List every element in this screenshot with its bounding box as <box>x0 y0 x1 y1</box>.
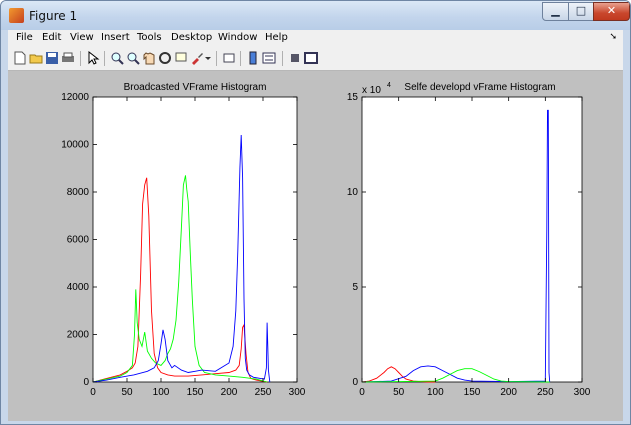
link-icon[interactable] <box>222 51 236 65</box>
x-tick-label: 50 <box>393 387 405 398</box>
hide-plot-tools-icon[interactable] <box>288 51 302 65</box>
zoom-in-icon[interactable] <box>110 51 124 65</box>
axes-title: Broadcasted VFrame Histogram <box>124 82 267 93</box>
y-tick-label: 6000 <box>67 235 90 246</box>
minimize-button[interactable]: ▁ <box>542 2 569 21</box>
menu-help[interactable]: Help <box>265 32 288 43</box>
data-cursor-icon[interactable] <box>174 51 188 65</box>
menu-desktop[interactable]: Desktop <box>171 32 213 43</box>
toolbar-separator <box>282 51 283 66</box>
axis-multiplier: x 10 <box>362 85 381 96</box>
axes-left[interactable]: 0 50 100 150 200 250 300 0 2000 4000 6000 8000 10000… <box>61 82 306 398</box>
menu-view[interactable]: View <box>70 32 94 43</box>
x-tick-label: 100 <box>153 387 170 398</box>
close-button[interactable]: ✕ <box>593 2 630 21</box>
y-tick-label: 10 <box>347 187 359 198</box>
series-line-blue <box>92 134 271 383</box>
show-plot-tools-icon[interactable] <box>304 51 318 65</box>
figure-canvas: 0 50 100 150 200 250 300 0 2000 4000 6000 8000 10000… <box>8 71 623 421</box>
x-tick-label: 150 <box>464 387 481 398</box>
open-file-icon[interactable] <box>29 51 43 65</box>
series-line-green <box>92 175 268 383</box>
series-line-green <box>361 368 550 383</box>
y-tick-label: 4000 <box>67 282 90 293</box>
title-bar[interactable]: Figure 1 ▁ □ ✕ <box>1 1 630 30</box>
x-tick-label: 300 <box>289 387 306 398</box>
x-tick-label: 150 <box>187 387 204 398</box>
y-tick-label: 15 <box>347 92 359 103</box>
toolbar-separator <box>80 51 81 66</box>
new-figure-icon[interactable] <box>13 51 27 65</box>
brush-dropdown-icon[interactable] <box>204 51 212 65</box>
x-tick-label: 0 <box>359 387 365 398</box>
menu-file[interactable]: File <box>16 32 33 43</box>
pointer-icon[interactable] <box>86 51 100 65</box>
menu-tools[interactable]: Tools <box>137 32 162 43</box>
maximize-icon: □ <box>575 4 587 17</box>
axes-right[interactable]: 0 50 100 150 200 250 300 0 5 10 15 Selfe developd v… <box>347 82 591 398</box>
y-tick-label: 2000 <box>67 330 90 341</box>
y-tick-label: 5 <box>352 282 358 293</box>
pan-icon[interactable] <box>142 51 156 65</box>
x-tick-label: 100 <box>427 387 444 398</box>
zoom-out-icon[interactable] <box>126 51 140 65</box>
y-tick-label: 0 <box>352 377 358 388</box>
brush-icon[interactable] <box>190 51 204 65</box>
y-tick-label: 10000 <box>61 140 89 151</box>
colorbar-icon[interactable] <box>246 51 260 65</box>
y-tick-label: 8000 <box>67 187 90 198</box>
x-tick-label: 300 <box>574 387 591 398</box>
axes-title: Selfe developd vFrame Histogram <box>404 82 555 93</box>
menu-insert[interactable]: Insert <box>101 32 130 43</box>
toolbar-separator <box>240 51 241 66</box>
x-tick-label: 0 <box>90 387 96 398</box>
menu-window[interactable]: Window <box>218 32 258 43</box>
menu-edit[interactable]: Edit <box>42 32 62 43</box>
matlab-icon <box>9 8 24 23</box>
maximize-button[interactable]: □ <box>568 2 594 21</box>
minimize-icon: ▁ <box>551 4 560 17</box>
x-tick-label: 250 <box>255 387 272 398</box>
y-tick-label: 12000 <box>61 92 89 103</box>
axis-multiplier-exponent: 4 <box>387 82 391 89</box>
series-line-blue <box>361 109 551 383</box>
save-icon[interactable] <box>45 51 59 65</box>
menu-bar: File Edit View Insert Tools Desktop Wind… <box>8 30 623 48</box>
close-icon: ✕ <box>606 4 617 17</box>
series-line-red <box>92 177 268 383</box>
print-icon[interactable] <box>61 51 75 65</box>
x-tick-label: 50 <box>121 387 133 398</box>
y-tick-label: 0 <box>83 377 89 388</box>
x-tick-label: 250 <box>537 387 554 398</box>
legend-icon[interactable] <box>262 51 276 65</box>
figure-svg: 0 50 100 150 200 250 3000200040006000800010000… <box>61 82 591 398</box>
menu-dock-arrow-icon[interactable]: ➘ <box>609 32 617 42</box>
rotate-icon[interactable] <box>158 51 172 65</box>
figure-toolbar <box>8 48 623 71</box>
x-tick-label: 200 <box>221 387 238 398</box>
toolbar-separator <box>104 51 105 66</box>
window-title: Figure 1 <box>29 9 78 23</box>
x-tick-label: 200 <box>500 387 517 398</box>
toolbar-separator <box>216 51 217 66</box>
